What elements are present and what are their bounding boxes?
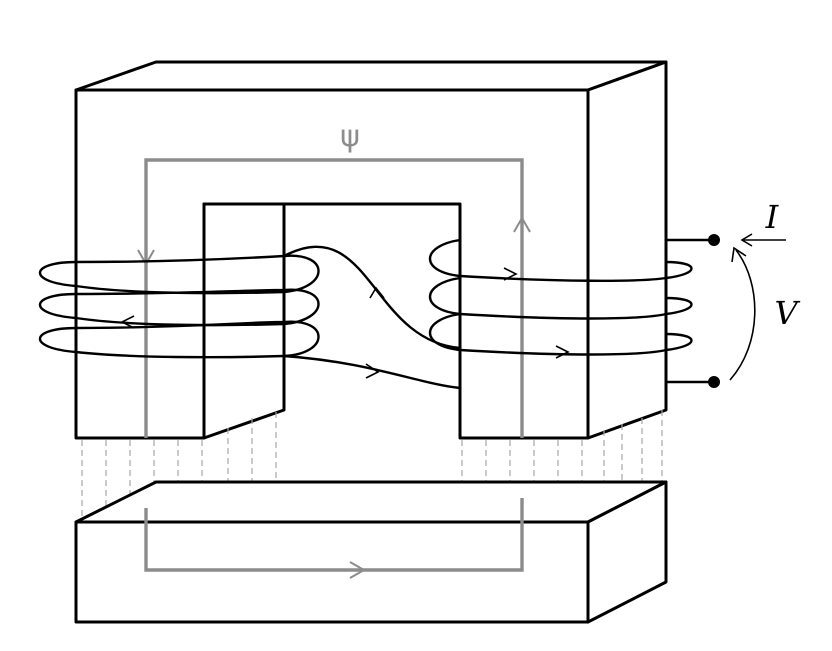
u-core-front-face: [74, 88, 590, 440]
right-coil-arrow-1-icon: [503, 267, 518, 281]
lower-crossover-wire: [283, 354, 461, 390]
flux-symbol-label: ψ: [340, 119, 360, 154]
flux-arrow-down-icon: [137, 249, 155, 267]
upper-terminal-dot: [708, 234, 720, 246]
flux-path: [137, 158, 531, 579]
u-core-right-side-face: [586, 60, 668, 440]
left-coil-arrow-icon: [120, 315, 135, 329]
terminals: [666, 234, 720, 388]
current-arrow-icon: [740, 233, 753, 247]
crossover-arrow-right-icon: [365, 363, 380, 379]
right-coil-arrow-2-icon: [555, 345, 570, 359]
armature-top-face: [74, 480, 668, 524]
right-coil-turn-1: [429, 238, 693, 282]
connecting-wires: [283, 245, 461, 390]
armature-front-face: [74, 520, 590, 624]
current-indicator: [740, 233, 786, 247]
voltage-arc-arrow-icon: [731, 246, 747, 263]
u-core: [74, 60, 668, 440]
flux-arrow-right-icon: [349, 561, 367, 579]
u-core-top-face: [74, 60, 668, 92]
right-coil-turn-3: [429, 312, 693, 356]
right-coil-turn-2: [429, 276, 693, 320]
left-coil-turn-3: [38, 320, 320, 359]
armature-bar: [74, 480, 668, 624]
left-leg-inner-side-face: [202, 202, 286, 440]
lower-terminal-dot: [708, 376, 720, 388]
right-winding: [429, 238, 693, 359]
upper-crossover-wire: [283, 245, 461, 350]
flux-arrow-up-icon: [513, 215, 531, 233]
current-symbol-label: I: [765, 198, 780, 236]
voltage-indicator: [729, 246, 756, 381]
voltage-arc: [729, 249, 756, 381]
flux-path-upper: [144, 158, 524, 438]
voltage-symbol-label: V: [774, 294, 800, 332]
crossover-arrow-up-icon: [369, 286, 385, 299]
flux-path-lower: [144, 498, 524, 572]
